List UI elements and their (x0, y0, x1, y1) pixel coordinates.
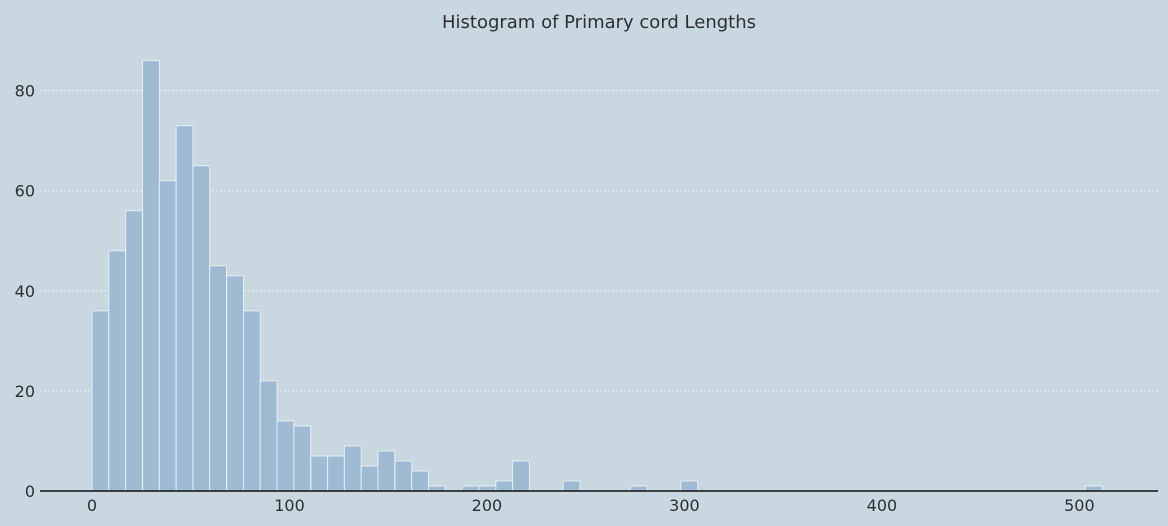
histogram-bar (142, 60, 160, 492)
histogram-bar (91, 310, 110, 492)
histogram-bar (377, 450, 396, 492)
histogram-bars (91, 60, 1103, 492)
histogram-bar (125, 210, 143, 492)
histogram-bar (394, 460, 413, 492)
histogram-bar (512, 460, 530, 492)
histogram-bar (293, 425, 312, 492)
histogram-bar (343, 445, 362, 492)
histogram-bar (209, 265, 228, 492)
y-tick-label: 20 (15, 382, 35, 401)
histogram-bar (242, 310, 261, 492)
histogram-bar (1084, 485, 1103, 492)
histogram-bar (461, 485, 480, 492)
histogram-bar (192, 165, 211, 492)
histogram-bar (226, 275, 245, 492)
histogram-bar (495, 480, 514, 492)
histogram-bar (478, 485, 497, 492)
histogram-bar (108, 250, 127, 492)
histogram-bar (276, 420, 295, 492)
y-tick-label: 60 (15, 182, 35, 201)
histogram-bar (680, 480, 699, 492)
histogram-bar (629, 485, 648, 492)
y-tick-label: 0 (25, 482, 35, 501)
histogram-bar (310, 455, 329, 492)
x-tick-label: 0 (87, 496, 97, 515)
histogram-bar (411, 470, 430, 492)
x-tick-label: 100 (274, 496, 305, 515)
y-tick-labels: 0 20 40 60 80 (15, 82, 35, 501)
histogram-bar (175, 125, 194, 492)
x-tick-label: 500 (1064, 496, 1095, 515)
y-tick-label: 80 (15, 82, 35, 101)
chart-title: Histogram of Primary cord Lengths (442, 12, 756, 33)
histogram-bar (327, 455, 345, 492)
x-tick-label: 400 (867, 496, 898, 515)
x-tick-labels: 0 100 200 300 400 500 (87, 496, 1095, 515)
histogram-bar (158, 180, 177, 492)
histogram-bar (259, 380, 278, 492)
histogram-bar (562, 480, 581, 492)
y-tick-label: 40 (15, 282, 35, 301)
x-tick-label: 300 (669, 496, 700, 515)
x-tick-label: 200 (472, 496, 503, 515)
histogram-bar (428, 485, 446, 492)
histogram-bar (360, 465, 379, 492)
